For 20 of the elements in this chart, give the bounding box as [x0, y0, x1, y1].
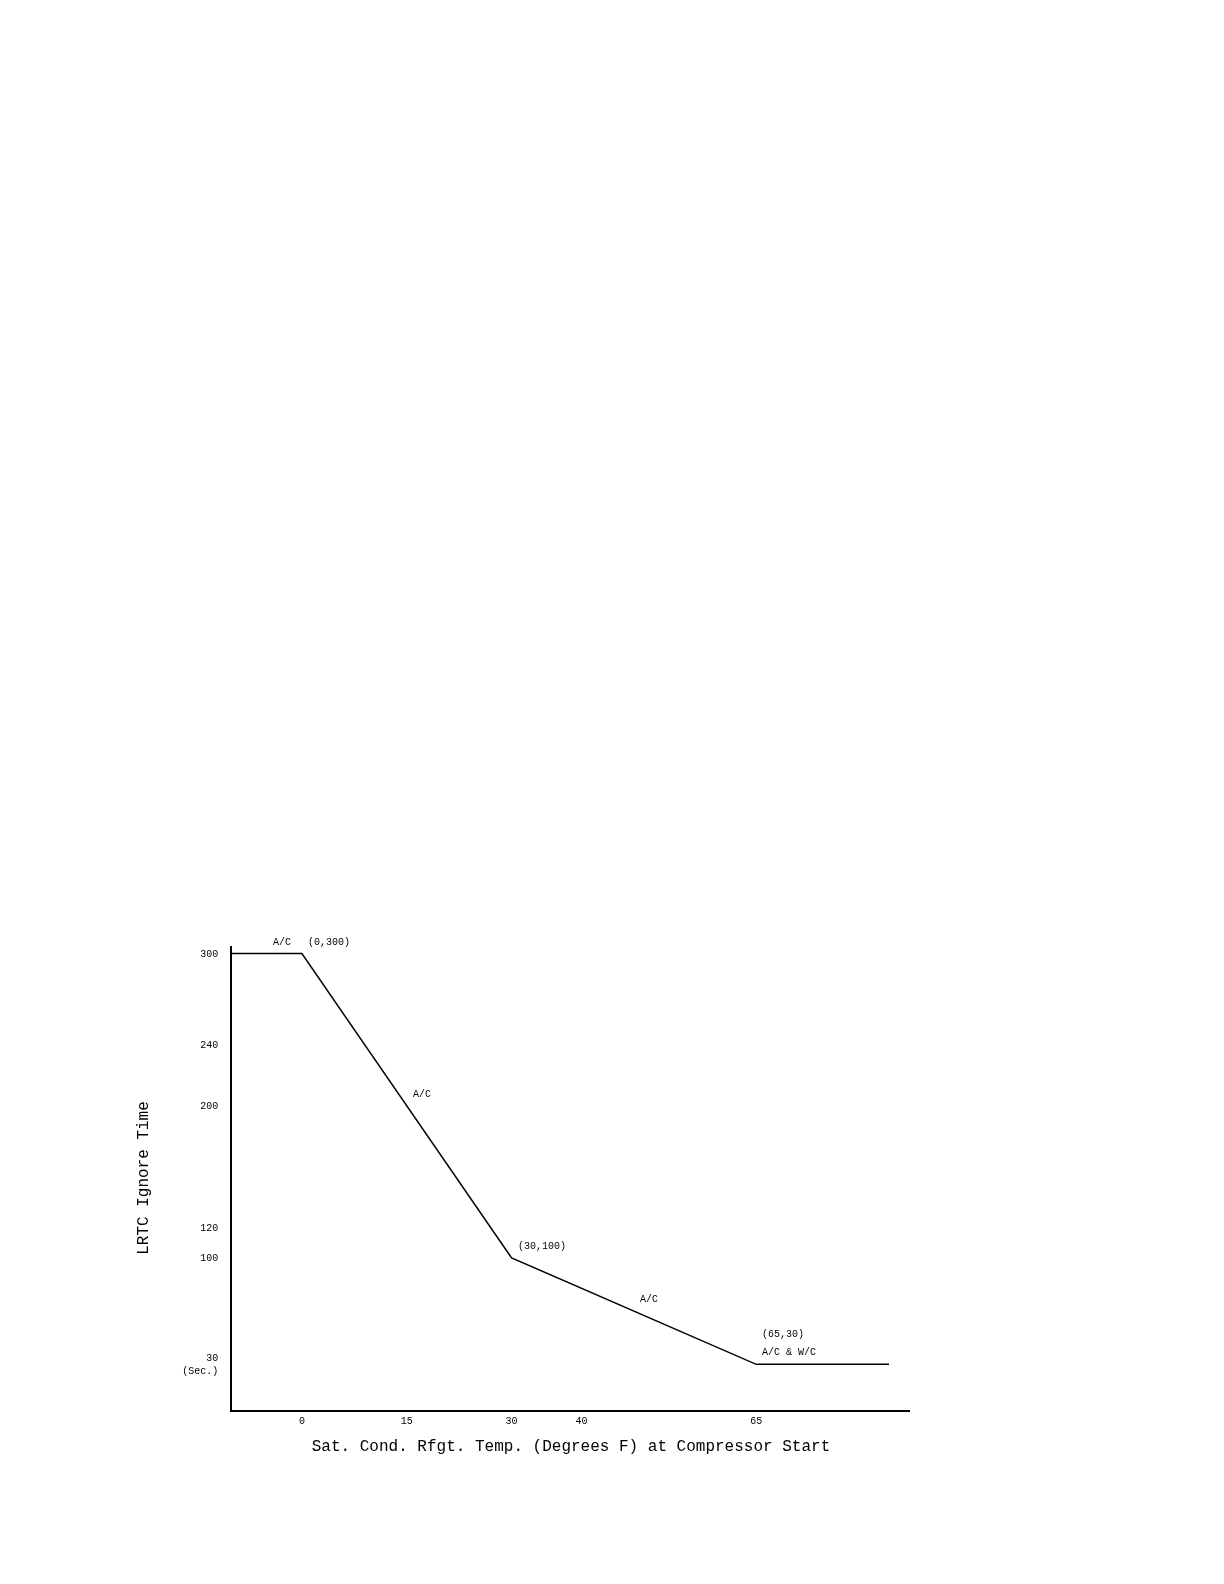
- annotation: A/C & W/C: [762, 1347, 817, 1358]
- annotation: A/C: [273, 937, 292, 948]
- x-axis-title: Sat. Cond. Rfgt. Temp. (Degrees F) at Compressor Start: [311, 1437, 831, 1456]
- y-tick-label: 240: [200, 1040, 219, 1052]
- annotation: (30,100): [518, 1241, 567, 1252]
- x-tick-label: 65: [750, 1415, 763, 1427]
- x-tick-label: 40: [575, 1415, 588, 1427]
- y-tick-label: 100: [200, 1253, 219, 1265]
- y-tick-label: 30 (Sec.): [182, 1353, 219, 1378]
- annotation: A/C: [640, 1294, 659, 1305]
- y-tick-label: 300: [200, 949, 219, 961]
- x-tick-label: 30: [505, 1415, 518, 1427]
- x-tick-label: 15: [400, 1415, 413, 1427]
- annotation: A/C: [413, 1089, 432, 1100]
- y-tick-label: 120: [200, 1222, 219, 1234]
- y-tick-label: 200: [200, 1101, 219, 1113]
- y-axis-title: LRTC Ignore Time: [134, 1101, 153, 1255]
- annotation: (0,300): [308, 937, 351, 948]
- annotation: (65,30): [762, 1329, 805, 1340]
- x-tick-label: 0: [298, 1415, 305, 1427]
